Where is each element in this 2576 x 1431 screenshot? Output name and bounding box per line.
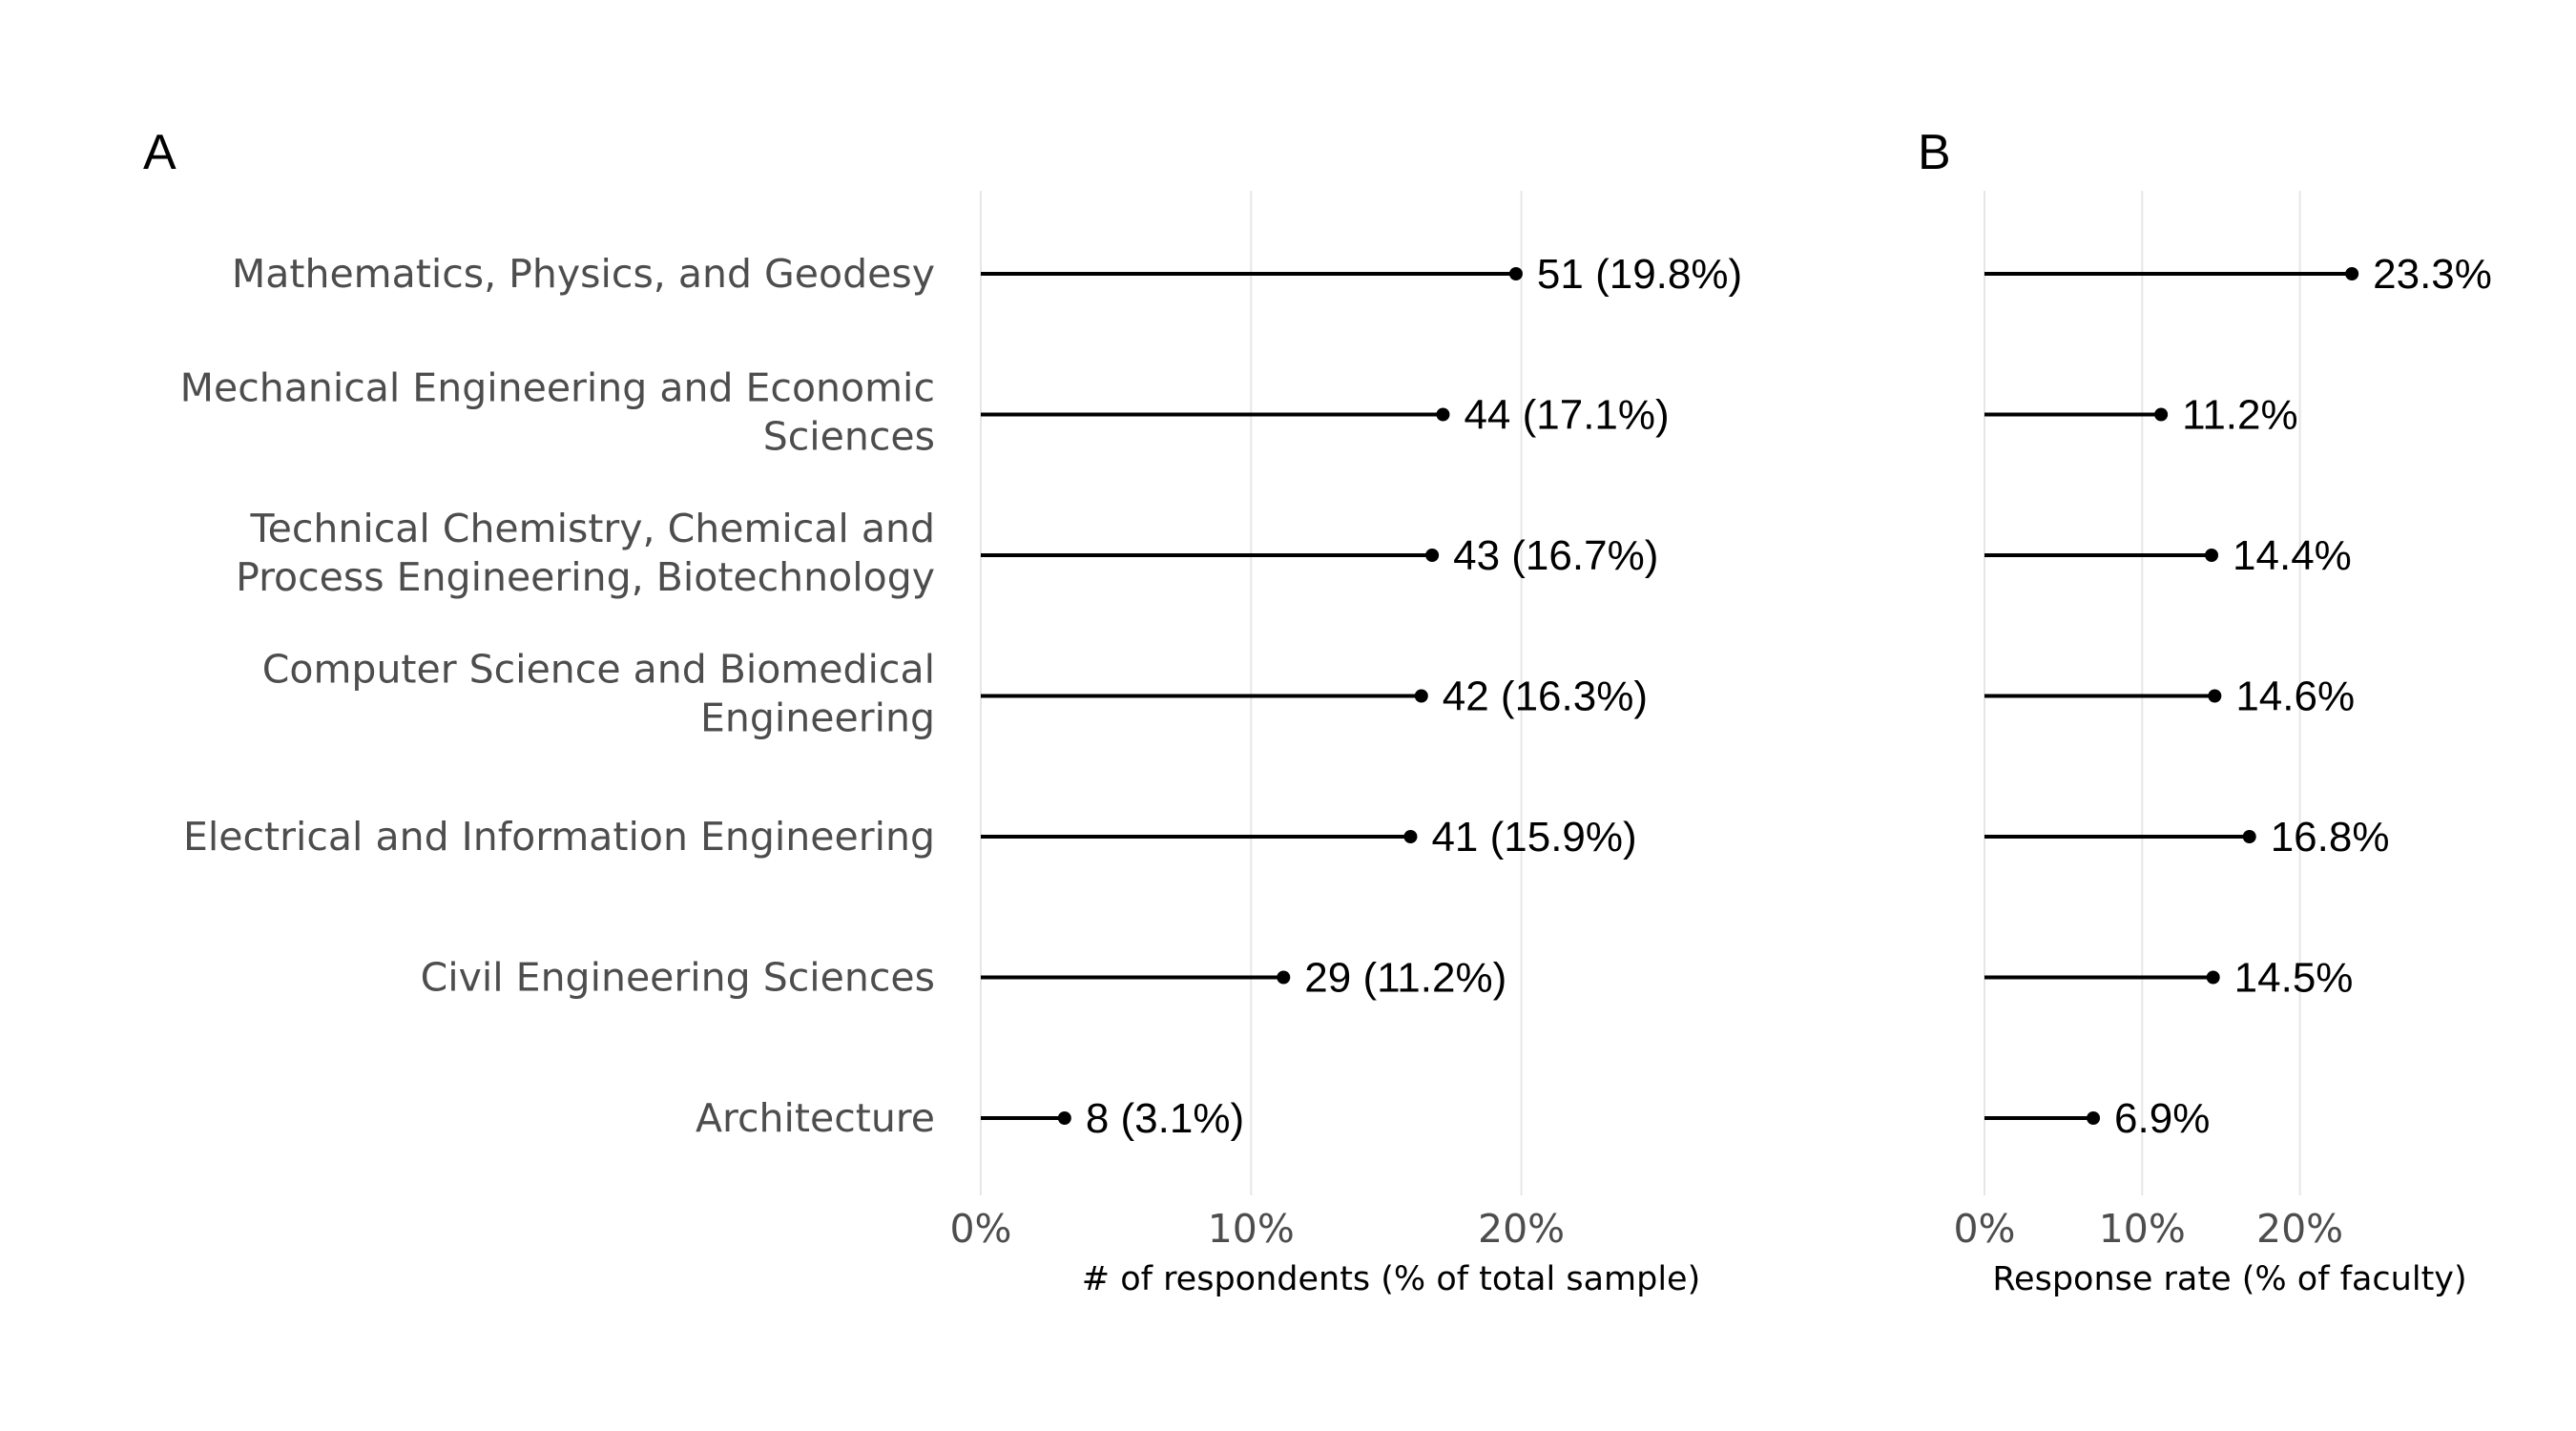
category-label: Architecture [696, 1095, 935, 1141]
panel-b-x-tick-label: 0% [1953, 1206, 2015, 1252]
panel-a-x-tick-label: 20% [1478, 1206, 1565, 1252]
panel-b-value-label: 6.9% [2114, 1095, 2210, 1142]
panel-a-lollipop-dot [1277, 970, 1291, 985]
category-label: Mathematics, Physics, and Geodesy [232, 251, 935, 297]
panel-b-x-tick-label: 20% [2256, 1206, 2343, 1252]
category-label: Engineering [700, 695, 935, 741]
panel-a-letter: A [143, 125, 177, 180]
panel-b-x-axis-title: Response rate (% of faculty) [1992, 1260, 2466, 1298]
panel-b-lollipop-dot [2242, 830, 2256, 843]
panel-b-x-tick-label: 10% [2099, 1206, 2186, 1252]
panel-a-x-tick-label: 0% [949, 1206, 1011, 1252]
panel-b-lollipop-dot [2345, 267, 2359, 280]
panel-b-lollipop-dot [2087, 1111, 2101, 1125]
panel-b-value-label: 14.4% [2233, 532, 2352, 579]
category-label: Civil Engineering Sciences [421, 955, 935, 1001]
panel-a-lollipop-dot [1508, 267, 1523, 280]
panel-a-lollipop-dot [1414, 689, 1428, 703]
panel-a-lollipop-dot [1436, 407, 1450, 422]
panel-a-lollipop-dot [1425, 549, 1440, 562]
panel-b-lollipop-dot [2205, 549, 2219, 562]
panel-b-lollipop-dot [2206, 970, 2220, 985]
panel-a-value-label: 43 (16.7%) [1453, 532, 1658, 579]
panel-b-letter: B [1918, 125, 1951, 180]
panel-a-value-label: 51 (19.8%) [1537, 251, 1742, 298]
category-label: Electrical and Information Engineering [183, 814, 935, 860]
category-label: Sciences [763, 414, 935, 460]
panel-a-x-tick-label: 10% [1208, 1206, 1295, 1252]
panel-b-lollipop-dot [2208, 689, 2222, 703]
panel-a-value-label: 29 (11.2%) [1304, 955, 1506, 1002]
category-label: Computer Science and Biomedical [262, 647, 935, 693]
panel-a-value-label: 41 (15.9%) [1431, 814, 1636, 861]
panel-b-value-label: 23.3% [2373, 251, 2492, 298]
panel-a-lollipop-dot [1057, 1111, 1071, 1125]
panel-a-value-label: 8 (3.1%) [1086, 1095, 1244, 1142]
panel-b-value-label: 14.6% [2235, 674, 2355, 720]
panel-b-value-label: 11.2% [2182, 392, 2298, 439]
panel-b-value-label: 16.8% [2271, 814, 2390, 861]
panel-a-value-label: 44 (17.1%) [1464, 392, 1669, 439]
panel-a-x-axis-title: # of respondents (% of total sample) [1082, 1260, 1701, 1298]
category-label: Process Engineering, Biotechnology [236, 554, 935, 600]
category-label: Technical Chemistry, Chemical and [250, 506, 935, 551]
category-label: Mechanical Engineering and Economic [180, 365, 935, 411]
panel-a-value-label: 42 (16.3%) [1443, 674, 1648, 720]
panel-b-lollipop-dot [2154, 407, 2169, 422]
panel-b-value-label: 14.5% [2234, 955, 2354, 1002]
panel-a-lollipop-dot [1403, 830, 1418, 843]
